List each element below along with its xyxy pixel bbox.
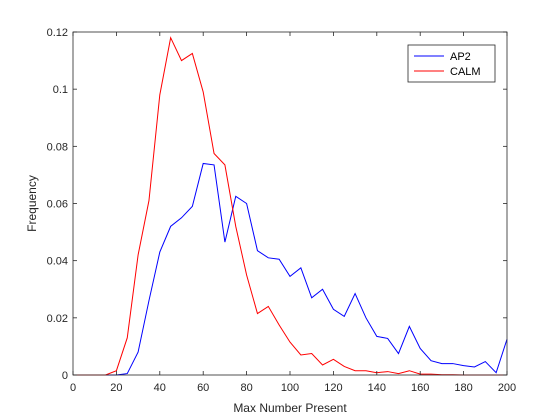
y-tick-label: 0.08 [47, 141, 68, 153]
series-layer [73, 36, 508, 376]
y-tick-label: 0.02 [47, 313, 68, 325]
axes-layer: 0 20 40 60 80 100 120 140 160 180 200 0 0.02 0.04 0.06… [47, 27, 517, 394]
series-line-calm [73, 36, 507, 376]
x-axis-label: Max Number Present [233, 401, 347, 415]
y-tick-label: 0 [62, 370, 68, 382]
legend-label-calm: CALM [450, 66, 481, 78]
x-tick-label: 80 [240, 382, 252, 394]
x-tick-label: 140 [368, 382, 386, 394]
x-tick-label: 40 [154, 382, 166, 394]
y-tick-label: 0.06 [47, 199, 68, 211]
x-tick-label: 200 [498, 382, 516, 394]
x-tick-label: 160 [411, 382, 429, 394]
x-tick-label: 120 [324, 382, 342, 394]
legend-label-ap2: AP2 [450, 51, 471, 63]
y-tick-label: 0.12 [47, 27, 68, 39]
plot-background [73, 32, 507, 375]
x-tick-label: 60 [197, 382, 209, 394]
legend: AP2 CALM [407, 44, 496, 83]
x-tick-label: 0 [70, 382, 76, 394]
x-tick-label: 20 [110, 382, 122, 394]
plot-area [73, 32, 507, 375]
series-line-ap2 [73, 162, 508, 376]
y-tick-label: 0.1 [53, 84, 68, 96]
x-tick-label: 180 [454, 382, 472, 394]
legend-box [407, 44, 496, 83]
y-axis-label: Frequency [25, 175, 39, 232]
y-tick-label: 0.04 [47, 256, 68, 268]
x-tick-label: 100 [281, 382, 299, 394]
